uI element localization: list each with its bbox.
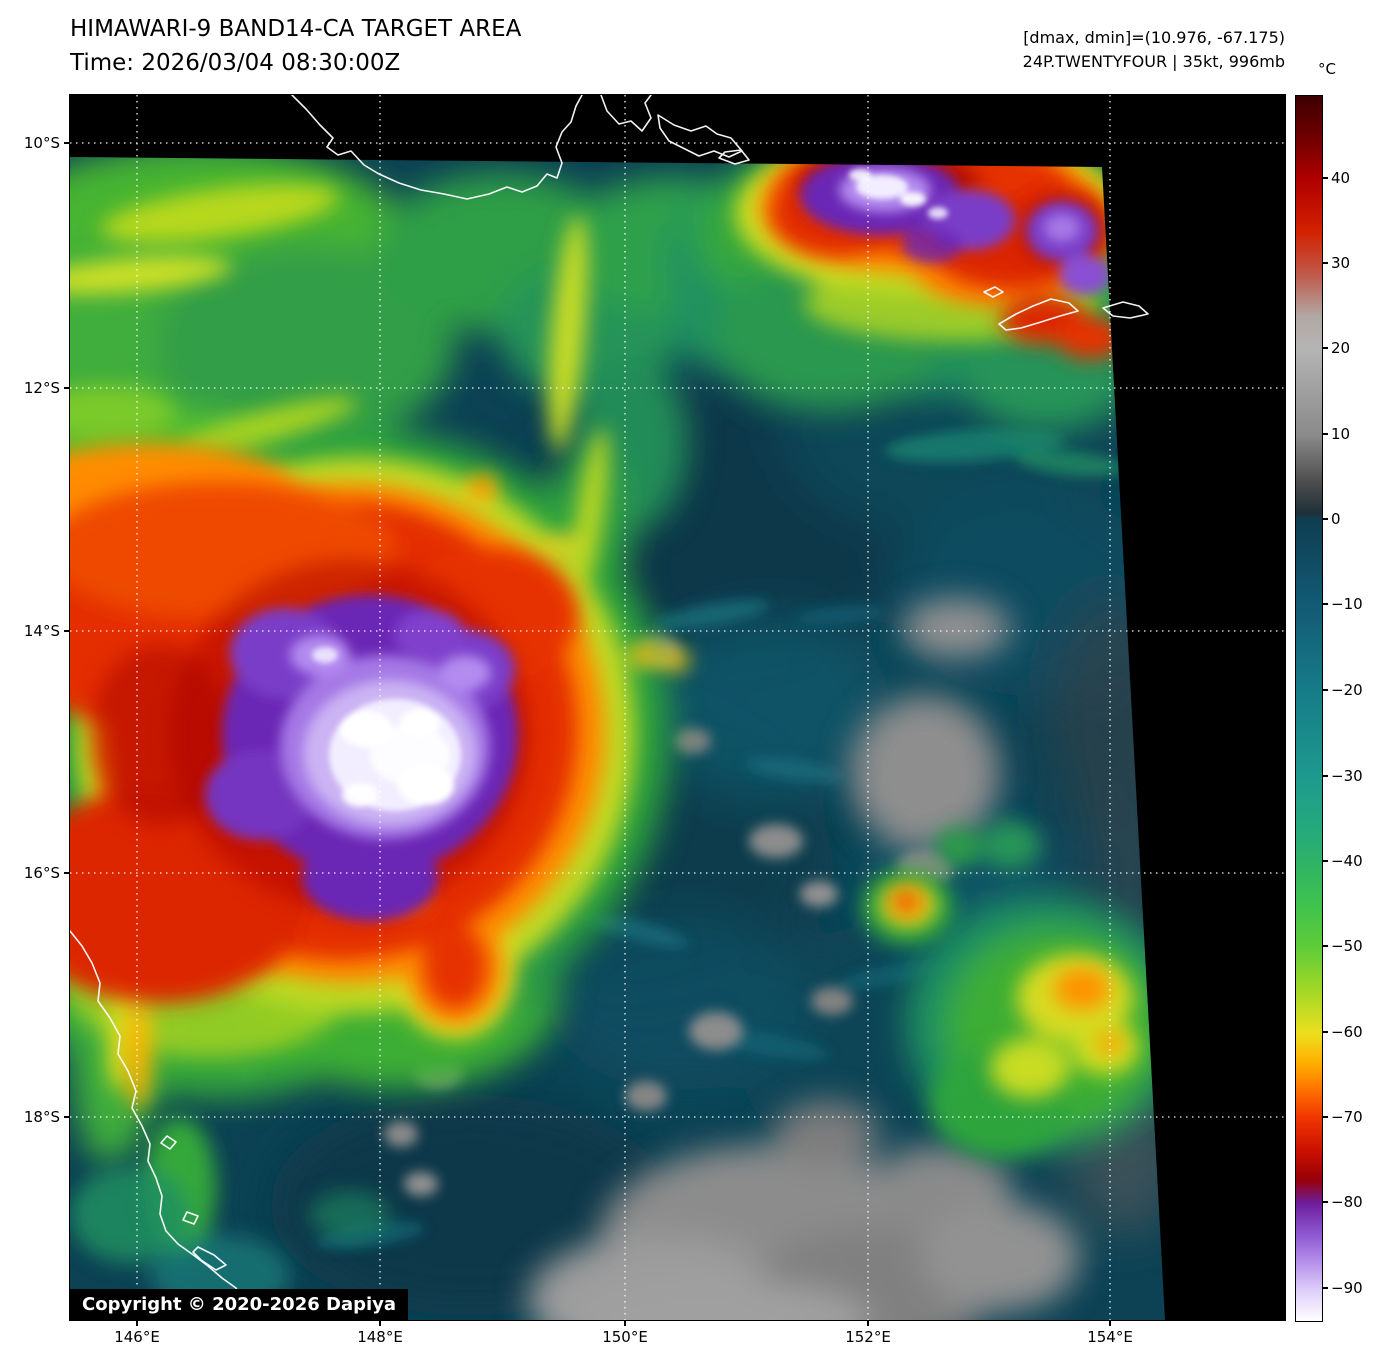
colorbar-tick-label: −10 [1331, 595, 1363, 613]
lat-label: 12°S [23, 379, 60, 397]
lat-tick [64, 630, 70, 632]
colorbar-tick-label: −30 [1331, 767, 1363, 785]
satellite-image-panel: Copyright © 2020-2026 Dapiya [69, 94, 1286, 1321]
satellite-map [70, 95, 1285, 1320]
figure-title: HIMAWARI-9 BAND14-CA TARGET AREA [70, 16, 522, 42]
coastline-png [291, 95, 583, 200]
colorbar-tick-label: −20 [1331, 681, 1363, 699]
island-small [718, 149, 750, 165]
coastline-australia [70, 930, 257, 1320]
colorbar-tick [1323, 1116, 1328, 1118]
low-cloud-gray [528, 598, 1080, 1320]
figure-time: Time: 2026/03/04 08:30:00Z [70, 50, 401, 76]
lon-label: 150°E [602, 1328, 648, 1346]
colorbar-tick [1323, 1201, 1328, 1203]
cloud-field [70, 157, 1165, 1320]
colorbar-tick [1323, 347, 1328, 349]
grid-lines [70, 95, 1285, 1320]
island-qld-2 [182, 1211, 199, 1225]
colorbar-tick [1323, 860, 1328, 862]
white-overshoot-tops [312, 169, 948, 811]
copyright-banner: Copyright © 2020-2026 Dapiya [70, 1289, 409, 1320]
colorbar-tick-label: 0 [1331, 510, 1341, 528]
colorbar-gradient [1295, 95, 1323, 1322]
lat-label: 10°S [23, 134, 60, 152]
lat-tick [64, 872, 70, 874]
island-east-3 [983, 286, 1004, 298]
lon-tick [1109, 1320, 1111, 1326]
lon-tick [379, 1320, 381, 1326]
colorbar-tick [1323, 945, 1328, 947]
lat-label: 16°S [23, 864, 60, 882]
colorbar-tick-label: −80 [1331, 1193, 1363, 1211]
colorbar-tick [1323, 775, 1328, 777]
colorbar-tick-label: −40 [1331, 852, 1363, 870]
lon-label: 152°E [845, 1328, 891, 1346]
colorbar-tick [1323, 518, 1328, 520]
island-qld-3 [192, 1246, 227, 1271]
colorbar-tick-label: −90 [1331, 1279, 1363, 1297]
lat-tick [64, 1116, 70, 1118]
colorbar: 40 30 20 10 0 −10 −20 −30 −40 −50 −60 −7… [1295, 95, 1388, 1322]
colorbar-tick-label: −50 [1331, 937, 1363, 955]
coastline-png-bay [600, 95, 652, 132]
lat-label: 14°S [23, 622, 60, 640]
lat-tick [64, 142, 70, 144]
cyan-streaks [315, 427, 1125, 1250]
colorbar-tick-label: −60 [1331, 1023, 1363, 1041]
colorbar-tick-label: 30 [1331, 254, 1351, 272]
lon-tick [136, 1320, 138, 1326]
lon-label: 154°E [1087, 1328, 1133, 1346]
colorbar-tick [1323, 689, 1328, 691]
island-east-1 [998, 298, 1079, 331]
lat-label: 18°S [23, 1108, 60, 1126]
lon-tick [624, 1320, 626, 1326]
lon-tick [867, 1320, 869, 1326]
colorbar-tick [1323, 1287, 1328, 1289]
colorbar-tick-label: 20 [1331, 339, 1351, 357]
colorbar-tick-label: 10 [1331, 425, 1351, 443]
colorbar-tick [1323, 177, 1328, 179]
colorbar-tick [1323, 262, 1328, 264]
lon-label: 146°E [114, 1328, 160, 1346]
lon-label: 148°E [357, 1328, 403, 1346]
colorbar-tick [1323, 1031, 1328, 1033]
colorbar-tick [1323, 603, 1328, 605]
coastlines [70, 95, 1149, 1320]
lat-tick [64, 387, 70, 389]
colorbar-tick [1323, 433, 1328, 435]
storm-info: 24P.TWENTYFOUR | 35kt, 996mb [1022, 52, 1285, 71]
colorbar-tick-label: 40 [1331, 169, 1351, 187]
colorbar-unit: °C [1318, 60, 1336, 78]
island-east-2 [1102, 301, 1149, 319]
dmax-dmin-readout: [dmax, dmin]=(10.976, -67.175) [1023, 28, 1285, 47]
island-qld-1 [160, 1135, 177, 1150]
colorbar-tick-label: −70 [1331, 1108, 1363, 1126]
island-new-britain [657, 114, 743, 158]
